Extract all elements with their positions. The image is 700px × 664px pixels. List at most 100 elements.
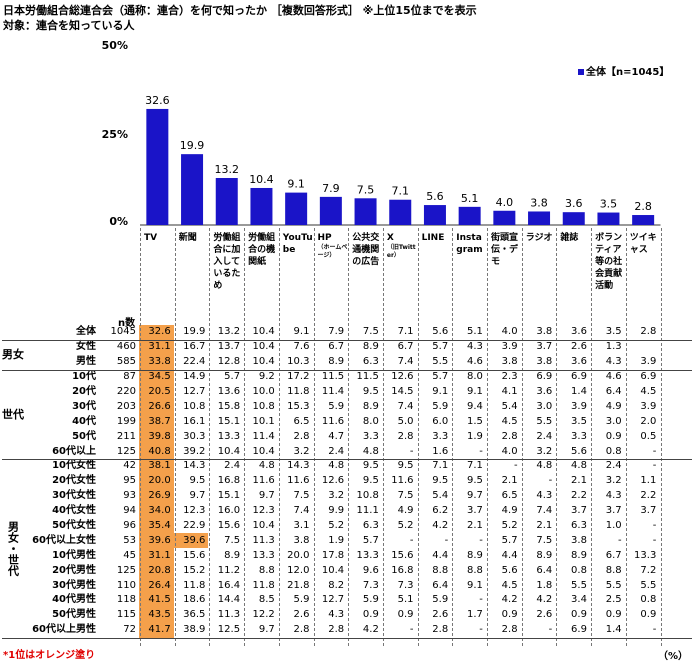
table-cell: 10.4 [252,445,275,457]
table-cell: 34.0 [139,503,174,519]
table-cell: 2.4 [605,460,622,472]
column-separator [660,228,662,646]
table-cell: 19.9 [183,326,206,338]
table-cell: 5.9 [432,400,449,412]
table-cell: 40.8 [139,444,174,460]
table-cell: 30.3 [183,430,206,442]
table-cell: 7.3 [397,579,414,591]
bar-value-label-3: 10.4 [249,173,274,186]
table-cell: 9.9 [328,505,345,517]
table-cell: 2.3 [501,371,518,383]
bar-14 [632,215,655,225]
table-cell: 2.4 [224,460,241,472]
table-cell: 2.1 [571,475,587,487]
table-cell: 2.8 [640,326,657,338]
group-separator [2,339,692,341]
table-cell: - [409,445,414,457]
table-cell: 5.5 [536,415,553,427]
table-cell: 4.2 [536,594,553,606]
table-cell: 43.5 [139,607,174,623]
table-cell: - [479,594,483,606]
row-n: 115 [116,609,136,621]
table-cell: 5.9 [432,594,449,606]
row-label: 20代女性 [52,475,96,487]
table-cell: 3.7 [605,505,622,517]
column-separator [591,228,593,646]
bar-value-label-6: 7.5 [357,183,375,196]
table-cell: 2.6 [293,609,310,621]
table-cell: 33.8 [139,354,174,370]
table-cell: 4.3 [605,490,622,502]
table-cell: 15.3 [287,400,310,412]
table-cell: 26.4 [139,578,174,594]
table-cell: 4.9 [397,505,414,517]
bar-12 [562,212,585,225]
table-cell: 15.1 [217,490,241,502]
table-cell: - [409,534,414,546]
table-cell: 6.9 [571,371,587,383]
footnote: *1位はオレンジ塗り [3,650,96,661]
table-row: 20代女性 95 20.0 9.5 16.8 11.6 11.6 12.6 9.5 11.6 9.5… [2,473,659,489]
table-cell: 12.2 [252,609,275,621]
table-cell: 2.8 [328,624,345,636]
bar-1 [181,154,204,225]
table-cell: 13.3 [356,549,379,561]
column-separator [140,228,141,646]
category-label-text: TV [144,233,158,243]
table-cell: 17.8 [321,549,345,561]
table-cell: 2.8 [293,624,310,636]
table-cell: 4.8 [328,460,345,472]
bar-value-label-9: 5.1 [461,192,479,205]
table-cell: 2.6 [571,341,587,353]
table-cell: 26.6 [139,399,174,415]
row-n: 125 [116,445,136,457]
table-cell: 39.6 [139,533,174,549]
table-cell: 4.5 [501,579,518,591]
column-separator [313,228,315,646]
table-cell: 20.8 [139,563,174,579]
table-cell: 0.8 [571,564,587,576]
table-cell: 1.5 [466,415,483,427]
row-n: 460 [116,341,136,353]
table-cell: 2.6 [432,609,449,621]
table-cell: 12.5 [217,624,241,636]
table-cell: 10.0 [252,386,275,397]
table-row: 男性 585 33.8 22.4 12.8 10.4 10.3 8.9 6.3 7.4 5.5 4.6… [2,354,659,370]
table-row: 60代以上男性 72 41.7 38.9 12.5 9.7 2.8 2.8 4.2 - 2.8 - 2.… [2,622,659,638]
table-cell: 17.2 [287,371,310,383]
table-cell: 3.2 [536,445,553,457]
table-row: 30代男性 110 26.4 11.8 16.4 11.8 21.8 8.2 7.3 7.3 6.4… [2,578,659,594]
column-separator [452,228,454,646]
table-cell: 11.1 [356,505,379,517]
table-cell: 15.2 [183,564,206,576]
table-cell: 3.9 [640,400,657,412]
table-cell: 15.1 [217,415,241,427]
row-n: 53 [123,534,136,546]
table-cell: 4.8 [258,460,275,472]
table-cell: 5.9 [328,400,345,412]
table-cell: 0.9 [501,609,518,621]
table-cell: 4.4 [432,549,449,561]
table-cell: 2.1 [536,520,553,532]
row-label: 40代男性 [52,594,96,606]
row-label: 10代男性 [52,549,96,561]
table-cell: 13.3 [252,549,275,561]
category-label-0: TV [144,232,174,244]
y-tick-25: 25% [101,128,128,141]
column-separator [209,228,211,646]
table-cell: 7.4 [397,356,414,368]
table-cell: 31.1 [139,339,174,355]
table-cell: 5.6 [501,564,518,576]
table-cell: 2.1 [466,520,483,532]
row-label: 30代 [72,400,96,412]
table-cell: 31.1 [139,548,174,564]
table-cell: 18.6 [183,594,206,606]
table-cell: 6.2 [432,505,449,517]
table-cell: 3.6 [571,326,587,338]
category-label-text: X [386,233,394,243]
bar-value-label-0: 32.6 [145,94,170,107]
table-cell: 11.6 [252,475,275,487]
table-cell: - [548,475,553,487]
table-cell: 1.8 [536,579,553,591]
table-cell: 3.5 [571,415,587,427]
